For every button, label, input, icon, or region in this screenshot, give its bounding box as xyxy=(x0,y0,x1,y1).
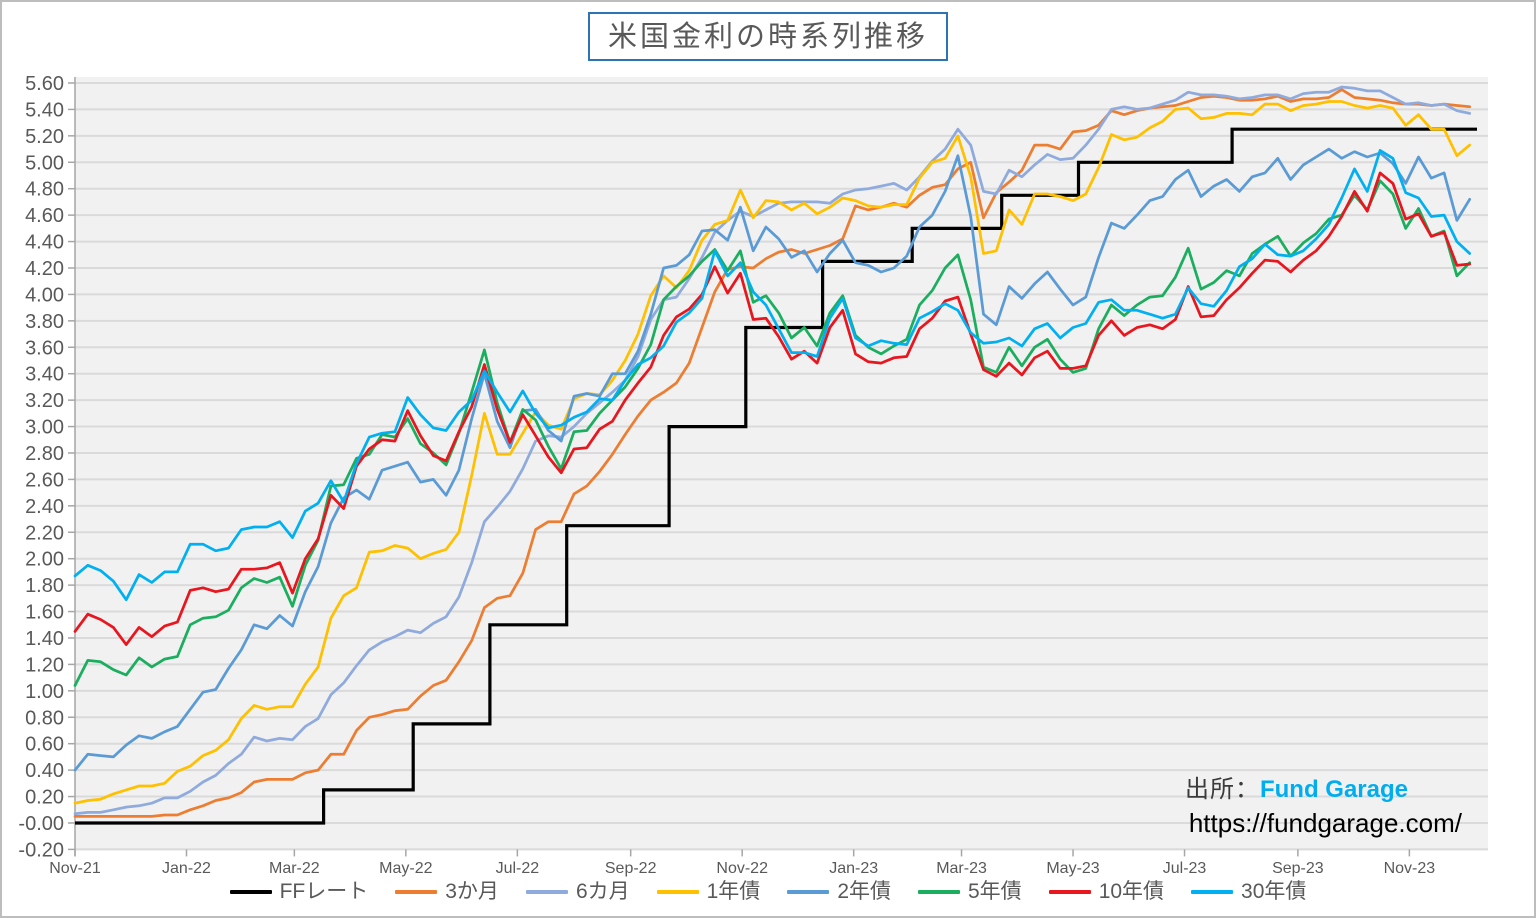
y-tick-label: 4.80 xyxy=(25,179,64,201)
legend-item-6カ月: 6カ月 xyxy=(525,880,630,903)
x-tick-label: May-22 xyxy=(379,860,432,877)
legend-label: 30年債 xyxy=(1241,880,1307,903)
y-tick-label: 3.60 xyxy=(25,337,64,359)
legend-item-5年債: 5年債 xyxy=(918,881,1022,902)
y-tick-label: 1.20 xyxy=(25,654,64,676)
series-1年債 xyxy=(73,100,1472,805)
x-axis-labels: Nov-21 Jan-22 Mar-22 May-22 Jul-22 Sep-22 Nov-… xyxy=(49,849,1435,877)
y-tick-label: 3.20 xyxy=(25,390,64,412)
y-tick-label: 4.60 xyxy=(25,205,64,227)
x-tick-label: May-23 xyxy=(1046,860,1099,877)
legend-item-30年債: 30年債 xyxy=(1191,881,1306,902)
gridlines xyxy=(68,82,1488,851)
y-tick-label: 4.20 xyxy=(25,258,64,280)
line-1年債 xyxy=(73,100,1472,805)
x-tick-label: Nov-23 xyxy=(1384,860,1436,877)
y-tick-label: 2.00 xyxy=(25,549,64,571)
legend-label: 1年債 xyxy=(706,880,761,903)
y-tick-label: 3.80 xyxy=(25,311,64,333)
line-5年債 xyxy=(73,179,1472,687)
y-tick-label: -0.20 xyxy=(18,839,64,861)
y-tick-label: 1.00 xyxy=(25,681,64,703)
legend-swatch xyxy=(918,889,960,894)
x-tick-label: Sep-22 xyxy=(605,860,657,877)
y-tick-label: 2.60 xyxy=(25,469,64,491)
line-30年債 xyxy=(73,149,1472,602)
source-name: Fund Garage xyxy=(1259,776,1408,803)
y-tick-label: 4.00 xyxy=(25,284,64,306)
legend-item-1年債: 1年債 xyxy=(656,880,761,903)
y-tick-label: 0.80 xyxy=(25,707,64,729)
source-attribution: 出所：Fund Garage xyxy=(1185,769,1408,804)
series-FFレート xyxy=(75,127,1477,825)
legend-swatch xyxy=(656,889,699,894)
legend-item-10年債: 10年債 xyxy=(1048,880,1165,903)
y-tick-label: 1.40 xyxy=(25,628,64,650)
legend-item-3か月: 3か月 xyxy=(395,881,499,902)
y-tick-label: 4.40 xyxy=(25,232,64,254)
legend-label: 10年債 xyxy=(1098,880,1165,903)
legend-swatch xyxy=(395,889,438,894)
legend-item-2年債: 2年債 xyxy=(787,881,891,902)
source-label: 出所： xyxy=(1184,776,1260,803)
legend-swatch xyxy=(525,889,568,894)
y-tick-label: 1.80 xyxy=(25,575,64,597)
y-tick-label: 5.20 xyxy=(25,126,64,148)
series-30年債 xyxy=(73,149,1472,602)
chart-title-wrap: 米国金利の時系列推移 xyxy=(0,12,1536,62)
source-url: https://fundgarage.com/ xyxy=(1188,808,1462,838)
series-10年債 xyxy=(73,171,1472,646)
y-tick-label: 2.20 xyxy=(25,522,64,544)
y-tick-label: -0.00 xyxy=(18,813,64,835)
line-FFレート xyxy=(75,127,1477,825)
line-10年債 xyxy=(73,171,1472,646)
line-6カ月 xyxy=(73,85,1472,816)
y-axis-labels: 5.60 5.40 5.20 5.00 4.80 4.60 4.40 4.20 4.00 3.80… xyxy=(18,73,64,861)
legend-swatch xyxy=(1048,889,1091,894)
y-tick-label: 3.00 xyxy=(25,417,64,439)
legend-swatch xyxy=(229,889,272,894)
y-tick-label: 0.60 xyxy=(25,734,64,756)
y-tick-label: 3.40 xyxy=(25,364,64,386)
legend-label: FFレート xyxy=(279,880,369,903)
x-tick-label: Mar-22 xyxy=(269,860,320,877)
y-tick-label: 5.00 xyxy=(25,152,64,174)
line-2年債 xyxy=(73,147,1472,772)
y-tick-label: 0.20 xyxy=(25,787,64,809)
x-tick-label: Sep-23 xyxy=(1272,860,1324,877)
x-tick-label: Jan-22 xyxy=(162,860,211,877)
legend-label: 6カ月 xyxy=(575,880,630,903)
x-tick-label: Nov-22 xyxy=(716,860,768,877)
y-tick-label: 5.40 xyxy=(25,99,64,121)
series-6カ月 xyxy=(73,85,1472,816)
legend-label: 5年債 xyxy=(968,880,1022,903)
chart-title: 米国金利の時系列推移 xyxy=(587,12,948,62)
x-tick-label: Nov-21 xyxy=(49,860,101,877)
y-tick-label: 1.60 xyxy=(25,602,64,624)
legend-swatch xyxy=(1191,889,1234,894)
x-tick-label: Mar-23 xyxy=(936,860,987,877)
x-tick-label: Jan-23 xyxy=(829,860,878,877)
legend-item-FFレート: FFレート xyxy=(229,880,369,903)
x-tick-label: Jul-22 xyxy=(496,860,540,877)
legend-label: 2年債 xyxy=(837,880,891,903)
y-tick-label: 0.40 xyxy=(25,760,64,782)
y-tick-label: 2.40 xyxy=(25,496,64,518)
x-tick-label: Jul-23 xyxy=(1163,860,1207,877)
series-2年債 xyxy=(73,147,1472,772)
legend-swatch xyxy=(787,889,830,894)
y-tick-label: 5.60 xyxy=(25,73,64,95)
chart-legend: FFレート 3か月 6カ月 1年債 2年債 5年債 10年債 30年債 xyxy=(0,881,1536,902)
y-tick-label: 2.80 xyxy=(25,443,64,465)
legend-label: 3か月 xyxy=(445,880,499,903)
series-5年債 xyxy=(73,179,1472,687)
plot-area xyxy=(75,77,1488,850)
